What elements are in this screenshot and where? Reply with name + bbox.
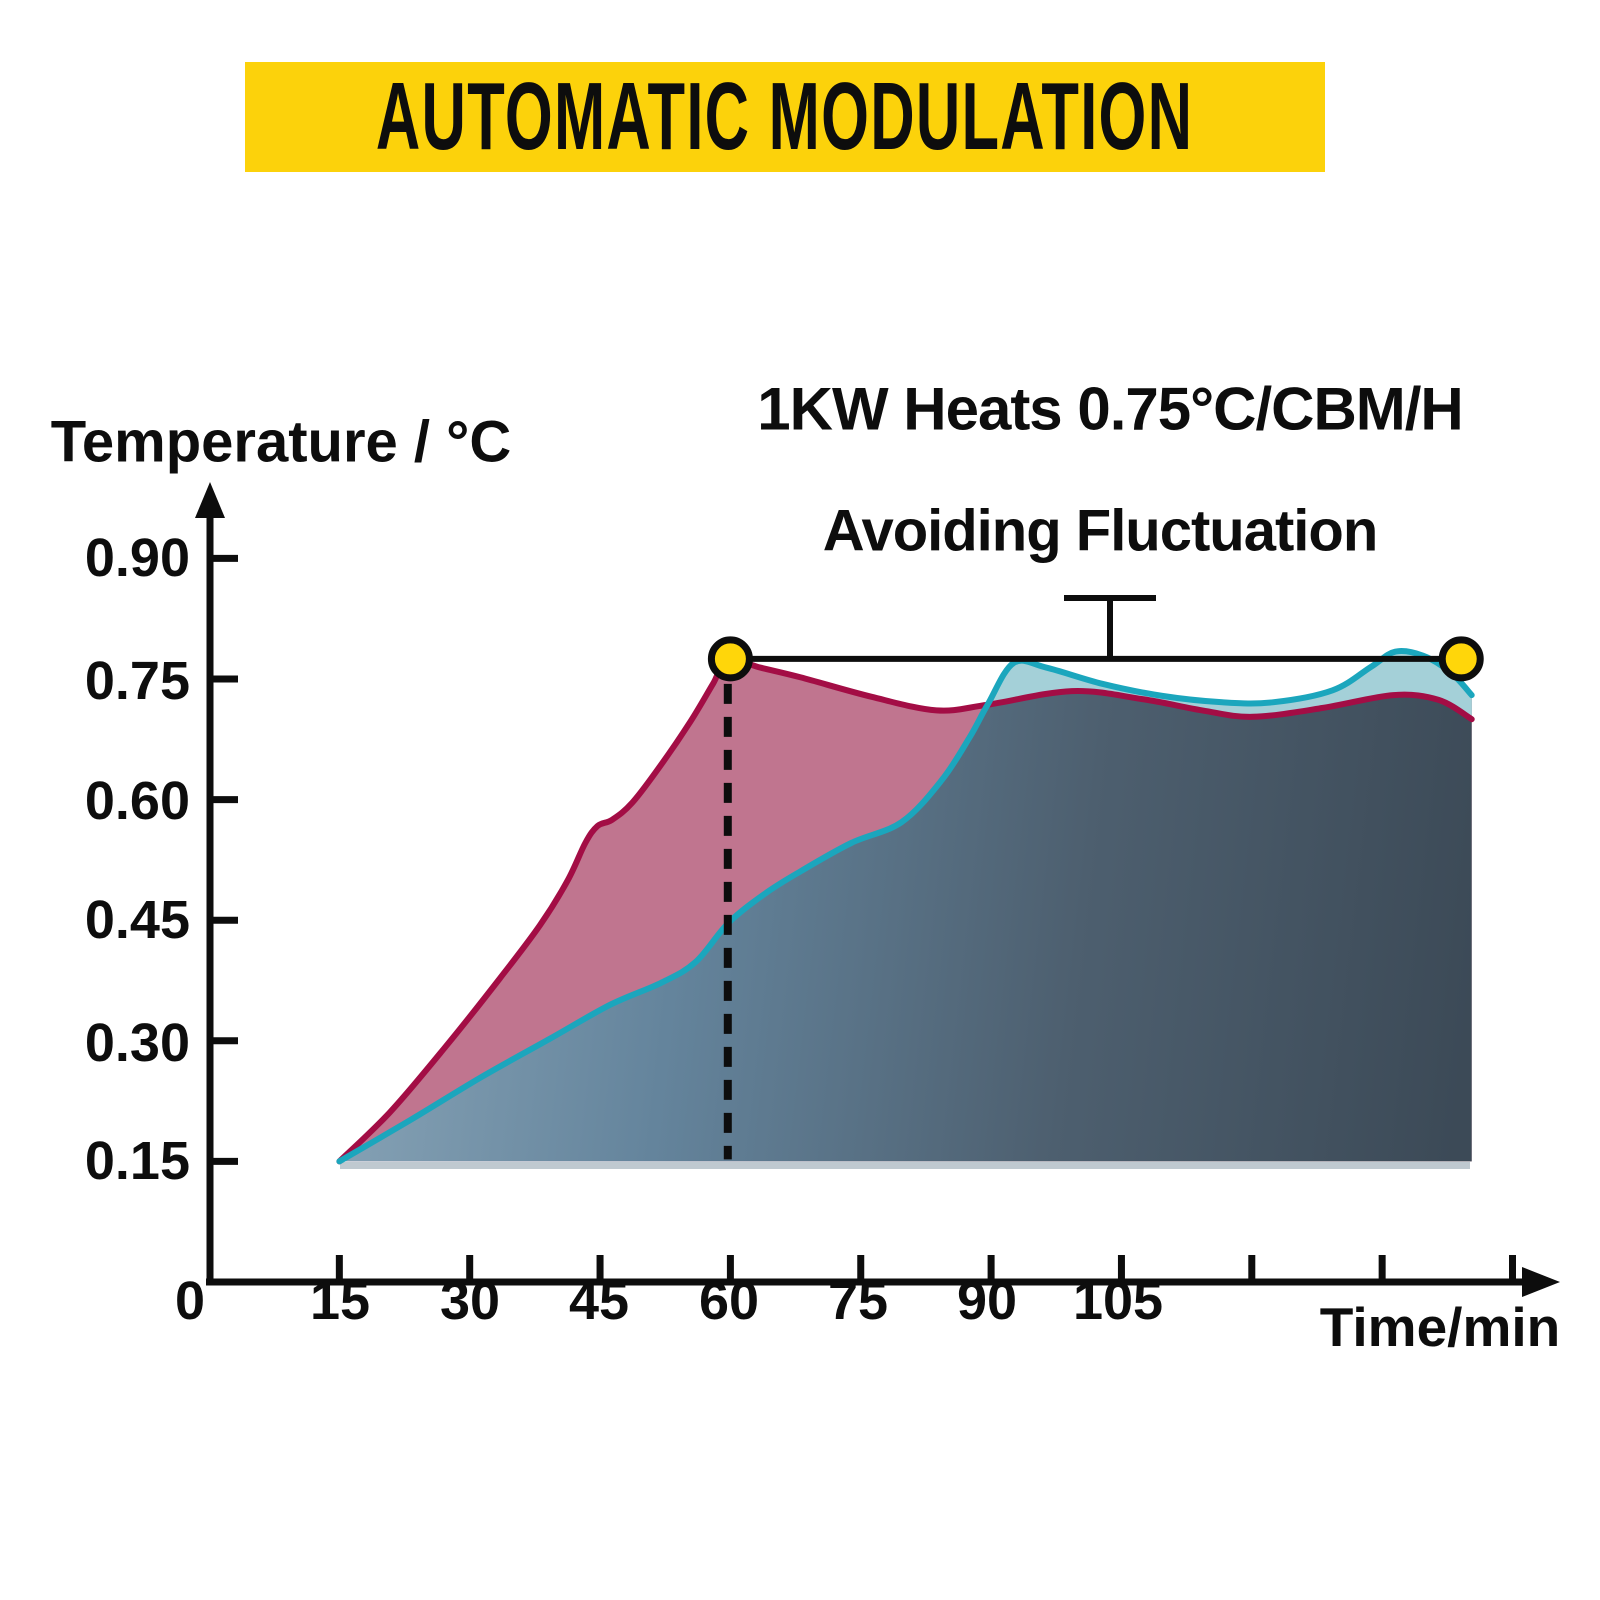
y-axis-title: Temperature / °C (50, 409, 512, 475)
x-tick-label: 60 (698, 1271, 760, 1331)
x-axis-arrowhead (1522, 1267, 1560, 1297)
y-axis-ticks (210, 554, 238, 1165)
y-tick-label: 0.45 (84, 890, 190, 950)
x-tick-label: 75 (827, 1271, 889, 1331)
banner: AUTOMATIC MODULATION (245, 62, 1325, 172)
x-tick-label: 15 (309, 1271, 371, 1331)
x-tick-label: 90 (956, 1271, 1018, 1331)
annotation-connector (1064, 595, 1156, 657)
axes (206, 505, 1528, 1286)
y-tick-label: 0.60 (84, 771, 190, 831)
y-axis-arrowhead (195, 482, 225, 518)
area-under-lower-curve (339, 651, 1472, 1162)
y-tick-label: 0.90 (84, 528, 190, 588)
x-tick-label: 45 (568, 1271, 630, 1331)
y-tick-label: 0.75 (84, 651, 190, 711)
x-axis-title: Time/min (1319, 1296, 1561, 1358)
chart-title: 1KW Heats 0.75°C/CBM/H (757, 375, 1463, 443)
annotation-label: Avoiding Fluctuation (822, 498, 1379, 564)
banner-title: AUTOMATIC MODULATION (376, 63, 1194, 170)
teal-series-line (336, 648, 1475, 1165)
x-tick-label: 105 (1072, 1271, 1164, 1331)
y-tick-label: 0.30 (84, 1013, 190, 1073)
x-tick-label: 30 (439, 1271, 501, 1331)
marker-end (1438, 636, 1484, 682)
x-axis-ticks (335, 1255, 1516, 1282)
baseline-shadow (340, 1162, 1470, 1169)
y-tick-label: 0.15 (84, 1131, 190, 1191)
marker-start (707, 636, 753, 682)
x-tick-label: 0 (174, 1271, 206, 1331)
